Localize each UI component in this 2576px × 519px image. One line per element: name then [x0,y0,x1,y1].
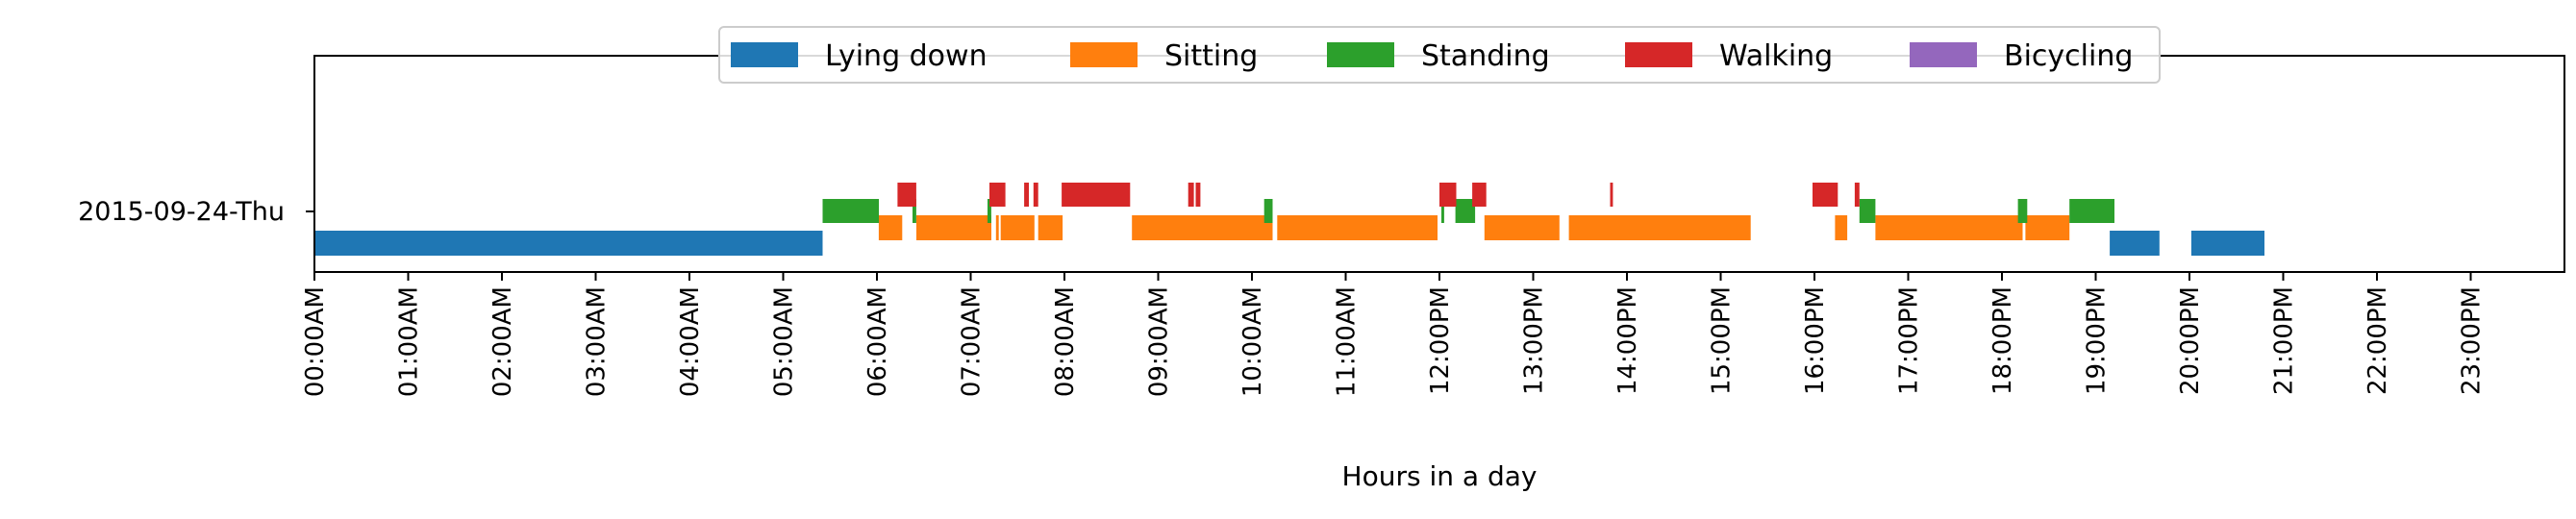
x-tick-label: 22:00PM [2363,286,2392,395]
standing-bar [1441,199,1444,223]
walking-bar [1195,183,1201,207]
walking-bar [1854,183,1860,207]
legend-label: Standing [1421,39,1550,73]
sitting-bar [916,215,991,240]
legend-swatch [1910,42,1977,67]
lying-down-bar [2190,231,2264,256]
walking-bar [1610,183,1613,207]
standing-bar [913,199,916,223]
x-tick-label: 06:00AM [863,286,892,397]
walking-bar [1033,183,1038,207]
y-category: 2015-09-24-Thu [78,197,314,227]
sitting-bar [878,215,903,240]
legend-label: Sitting [1164,39,1258,73]
legend-item-sitting: Sitting [1070,39,1258,73]
x-tick-label: 01:00AM [395,286,424,397]
walking-bar [1472,183,1487,207]
x-axis-label: Hours in a day [1342,460,1538,492]
sitting-bar [2025,215,2070,240]
x-tick-label: 12:00PM [1426,286,1455,395]
x-axis-ticks: 00:00AM 01:00AM 02:00AM 03:00AM 04:00AM 05:00… [301,272,2487,397]
x-tick-label: 09:00AM [1145,286,1174,397]
sitting-bar [1000,215,1035,240]
walking-bar [1813,183,1838,207]
standing-bar [1263,199,1273,223]
x-tick-label: 04:00AM [676,286,705,397]
standing-bar [2069,199,2114,223]
x-tick-label: 21:00PM [2270,286,2299,395]
sitting-bar [1568,215,1751,240]
x-tick-label: 03:00AM [583,286,612,397]
legend-swatch [1327,42,1394,67]
walking-bar [897,183,916,207]
x-tick-label: 00:00AM [301,286,330,397]
standing-bar [1859,199,1876,223]
x-tick-label: 05:00AM [770,286,799,397]
sitting-bar [1835,215,1848,240]
activity-bars [314,183,2264,256]
walking-bar [1439,183,1457,207]
x-tick-label: 16:00PM [1801,286,1830,395]
walking-bar [1024,183,1029,207]
x-tick-label: 23:00PM [2458,286,2487,395]
x-tick-label: 15:00PM [1708,286,1737,395]
legend-item-walking: Walking [1625,39,1833,73]
walking-bar [1062,183,1131,207]
sitting-bar [995,215,999,240]
legend-label: Walking [1719,39,1833,73]
x-tick-label: 19:00PM [2083,286,2112,395]
sitting-bar [1132,215,1273,240]
sitting-bar [1484,215,1560,240]
standing-bar [822,199,879,223]
x-tick-label: 13:00PM [1520,286,1549,395]
y-tick-label: 2015-09-24-Thu [78,197,285,227]
walking-bar [1188,183,1194,207]
lying-down-bar [314,231,823,256]
x-tick-label: 14:00PM [1613,286,1642,395]
legend-frame [718,26,2161,84]
sitting-bar [1038,215,1063,240]
x-tick-label: 08:00AM [1051,286,1080,397]
legend: Lying down Sitting Standing Walking Bicyclin… [718,26,2161,84]
standing-bar [2017,199,2028,223]
walking-bar [989,183,1006,207]
standing-bar [988,199,991,223]
x-tick-label: 02:00AM [488,286,517,397]
x-tick-label: 10:00AM [1238,286,1267,397]
legend-label: Lying down [825,39,988,73]
legend-swatch [1070,42,1138,67]
legend-item-bicycling: Bicycling [1910,39,2133,73]
sitting-bar [1875,215,2023,240]
x-tick-label: 07:00AM [958,286,987,397]
legend-label: Bicycling [2004,39,2133,73]
sitting-bar [1277,215,1438,240]
legend-item-standing: Standing [1327,39,1550,73]
legend-swatch [1625,42,1692,67]
x-tick-label: 20:00PM [2176,286,2205,395]
x-tick-label: 17:00PM [1895,286,1924,395]
x-tick-label: 11:00AM [1333,286,1362,397]
lying-down-bar [2110,231,2160,256]
legend-swatch [731,42,798,67]
standing-bar [1455,199,1476,223]
legend-item-lying-down: Lying down [731,39,988,73]
x-tick-label: 18:00PM [1988,286,2017,395]
